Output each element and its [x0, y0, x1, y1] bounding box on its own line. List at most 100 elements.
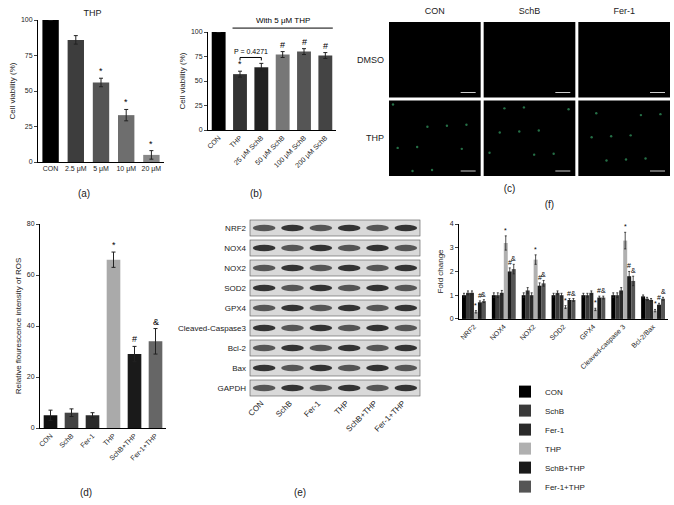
svg-text:1: 1 — [450, 292, 454, 299]
svg-text:NOX2: NOX2 — [518, 323, 537, 342]
svg-text:Bcl-2: Bcl-2 — [228, 344, 247, 353]
svg-text:100 μM SchB: 100 μM SchB — [272, 134, 308, 170]
svg-text:*: * — [504, 227, 507, 234]
svg-text:*: * — [112, 240, 116, 250]
svg-text:50: 50 — [195, 77, 203, 84]
svg-text:P = 0.4271: P = 0.4271 — [234, 48, 268, 55]
svg-text:50 μM SchB: 50 μM SchB — [254, 134, 287, 167]
svg-text:*: * — [534, 246, 537, 253]
svg-text:&: & — [481, 291, 486, 298]
svg-text:*: * — [149, 139, 153, 149]
svg-text:&: & — [601, 287, 606, 294]
svg-text:Fer-1: Fer-1 — [545, 426, 565, 435]
svg-text:NOX4: NOX4 — [224, 244, 246, 253]
svg-text:CON: CON — [206, 134, 222, 150]
svg-text:DMSO: DMSO — [357, 55, 384, 65]
svg-text:THP: THP — [366, 133, 384, 143]
svg-text:*: * — [124, 97, 128, 107]
svg-text:20 μM: 20 μM — [142, 165, 162, 173]
svg-text:THP: THP — [228, 134, 243, 149]
svg-text:*: * — [99, 66, 103, 76]
svg-text:#: # — [323, 41, 328, 51]
svg-text:Fer-1+THP: Fer-1+THP — [129, 432, 159, 462]
svg-text:NRF2: NRF2 — [225, 224, 246, 233]
svg-text:Cell viability (%): Cell viability (%) — [8, 62, 17, 119]
svg-text:THP: THP — [83, 8, 101, 18]
svg-text:#: # — [302, 37, 307, 47]
svg-text:Fold change: Fold change — [436, 249, 445, 294]
svg-text:Fer-1: Fer-1 — [302, 399, 322, 419]
svg-text:Cleaved-caspase 3: Cleaved-caspase 3 — [579, 323, 627, 371]
svg-text:NOX2: NOX2 — [224, 264, 246, 273]
svg-text:SOD2: SOD2 — [548, 323, 567, 342]
svg-text:20: 20 — [27, 373, 35, 380]
svg-text:CON: CON — [545, 388, 563, 397]
svg-text:5 μM: 5 μM — [93, 165, 109, 173]
svg-text:&: & — [153, 317, 159, 327]
svg-text:THP: THP — [545, 445, 561, 454]
svg-text:25: 25 — [25, 123, 33, 130]
svg-text:0: 0 — [31, 424, 35, 431]
svg-text:SchB: SchB — [274, 399, 294, 419]
svg-text:#: # — [657, 294, 661, 301]
svg-text:Fer-1+THP: Fer-1+THP — [545, 483, 585, 492]
svg-text:*: * — [594, 299, 597, 306]
svg-text:Fer-1: Fer-1 — [79, 432, 96, 449]
svg-text:*: * — [654, 300, 657, 307]
svg-text:Bax: Bax — [232, 364, 246, 373]
svg-text:10 μM: 10 μM — [116, 165, 136, 173]
svg-text:&: & — [571, 290, 576, 297]
svg-text:CON: CON — [247, 399, 266, 418]
svg-text:&: & — [631, 267, 636, 274]
svg-text:#: # — [567, 290, 571, 297]
svg-text:80: 80 — [27, 220, 35, 227]
svg-text:Fer-1: Fer-1 — [613, 6, 635, 16]
svg-text:2.5 μM: 2.5 μM — [65, 165, 87, 173]
svg-text:NRF2: NRF2 — [459, 323, 477, 341]
svg-text:SchB+THP: SchB+THP — [545, 464, 585, 473]
svg-text:CON: CON — [38, 432, 54, 448]
svg-text:#: # — [508, 259, 512, 266]
svg-text:*: * — [474, 302, 477, 309]
svg-text:100: 100 — [191, 28, 203, 35]
svg-text:Cleaved-Caspase3: Cleaved-Caspase3 — [178, 324, 247, 333]
svg-text:With 5 μM THP: With 5 μM THP — [256, 16, 310, 25]
svg-text:75: 75 — [25, 52, 33, 59]
svg-text:*: * — [564, 297, 567, 304]
svg-text:Fer-1+THP: Fer-1+THP — [373, 399, 408, 434]
svg-text:CON: CON — [43, 165, 59, 172]
svg-text:THP: THP — [333, 399, 351, 417]
svg-text:25 μM SchB: 25 μM SchB — [232, 134, 265, 167]
svg-text:THP: THP — [102, 432, 117, 447]
svg-text:SchB: SchB — [58, 432, 75, 449]
svg-text:Bcl-2/Bax: Bcl-2/Bax — [630, 323, 656, 349]
svg-text:0: 0 — [450, 315, 454, 322]
svg-text:#: # — [627, 262, 631, 269]
svg-text:75: 75 — [195, 53, 203, 60]
svg-text:Relative flourescence intensit: Relative flourescence intensity of ROS — [14, 258, 23, 395]
svg-text:&: & — [511, 255, 516, 262]
svg-text:SchB+THP: SchB+THP — [108, 432, 138, 462]
svg-text:GAPDH: GAPDH — [218, 384, 247, 393]
svg-text:#: # — [280, 40, 285, 50]
svg-text:GPX4: GPX4 — [225, 304, 247, 313]
svg-text:GPX4: GPX4 — [578, 323, 596, 341]
svg-text:50: 50 — [25, 87, 33, 94]
svg-text:*: * — [624, 223, 627, 230]
svg-text:2: 2 — [450, 268, 454, 275]
svg-text:0: 0 — [199, 126, 203, 133]
svg-text:SchB: SchB — [519, 6, 541, 16]
svg-text:#: # — [132, 334, 137, 344]
svg-text:0: 0 — [29, 158, 33, 165]
svg-text:&: & — [541, 271, 546, 278]
svg-text:#: # — [478, 292, 482, 299]
svg-text:40: 40 — [27, 322, 35, 329]
svg-text:200 μM SchB: 200 μM SchB — [294, 134, 330, 170]
svg-text:4: 4 — [450, 220, 454, 227]
svg-text:100: 100 — [21, 16, 33, 23]
svg-text:*: * — [238, 59, 242, 69]
svg-text:Cell viability (%): Cell viability (%) — [178, 52, 187, 109]
svg-text:&: & — [661, 288, 666, 295]
svg-text:3: 3 — [450, 244, 454, 251]
svg-text:NOX4: NOX4 — [489, 323, 508, 342]
